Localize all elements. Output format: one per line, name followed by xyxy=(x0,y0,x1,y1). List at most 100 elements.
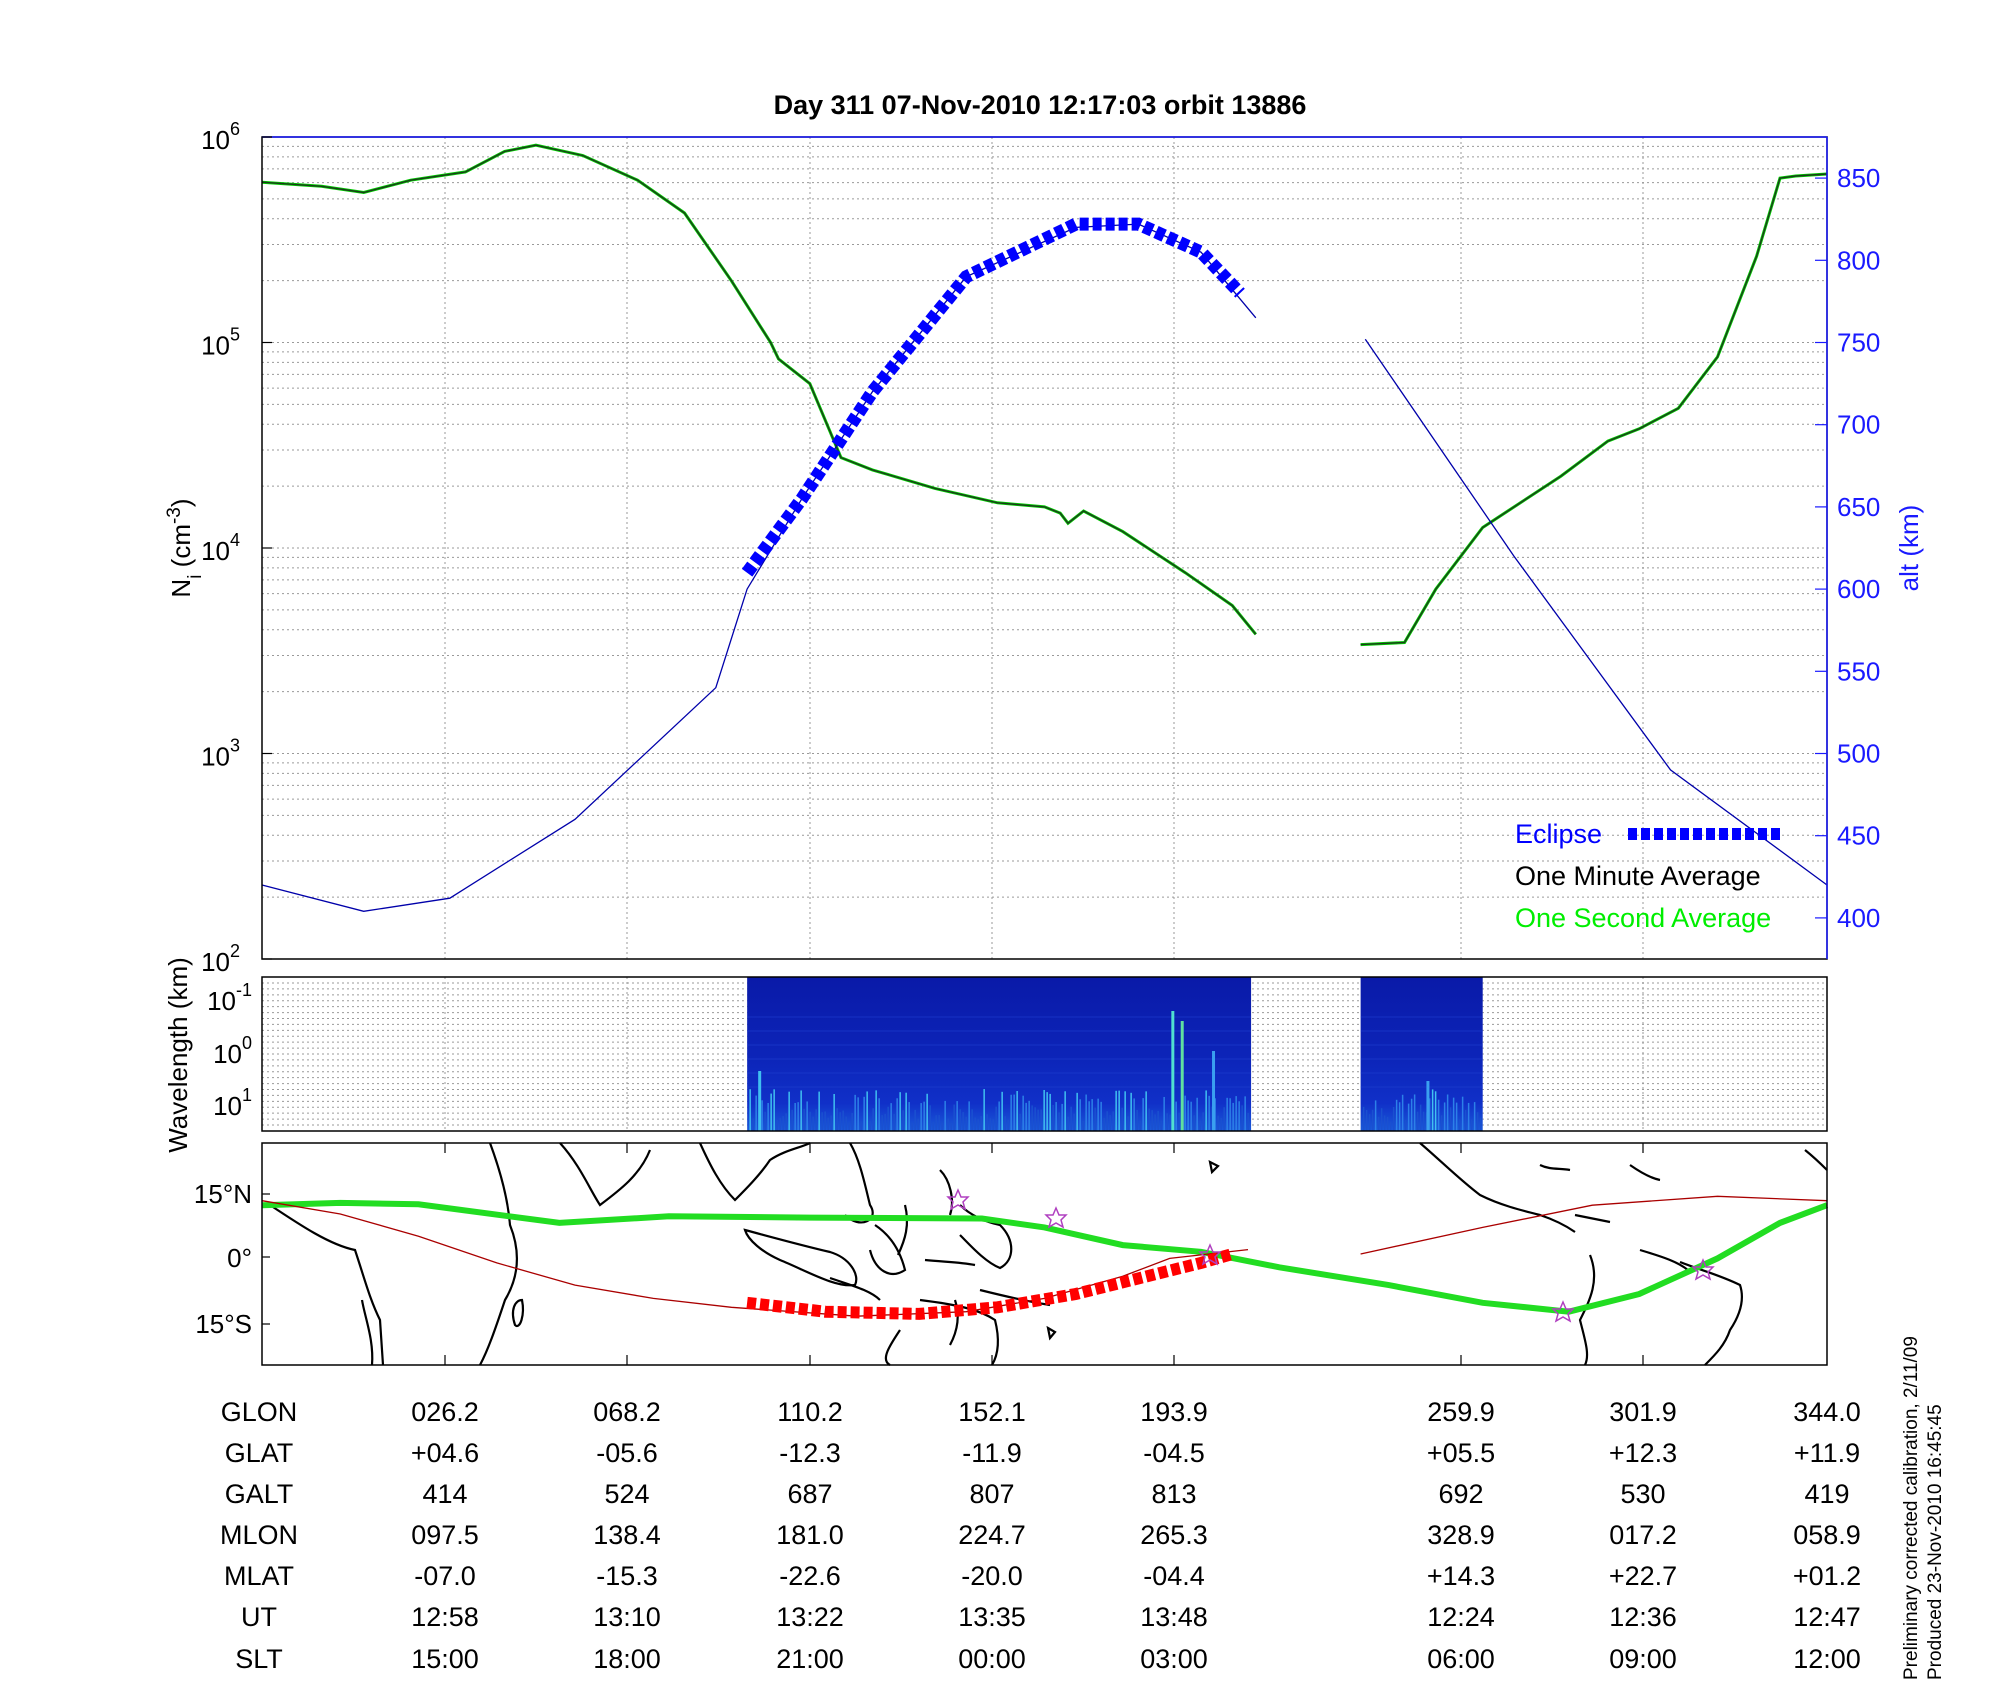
table-cell: 265.3 xyxy=(1140,1520,1208,1550)
map-tick-15n: 15°N xyxy=(194,1179,252,1209)
table-cell: -04.5 xyxy=(1143,1438,1205,1468)
table-cell: 152.1 xyxy=(958,1397,1026,1427)
spectrogram-y-label: Wavelength (km) xyxy=(163,957,193,1153)
table-cell: -15.3 xyxy=(596,1561,658,1591)
table-cell: 017.2 xyxy=(1609,1520,1677,1550)
density-data xyxy=(261,143,1828,912)
density-panel: 102 103 104 105 106 400 450 500 550 600 650 700 750… xyxy=(164,119,1925,977)
table-cell: 058.9 xyxy=(1793,1520,1861,1550)
table-cell: 12:47 xyxy=(1793,1602,1861,1632)
spectrogram-panel: 10-1 100 101 Wavelength (km) xyxy=(163,957,1828,1153)
legend-entry: Eclipse xyxy=(1515,819,1602,849)
table-row-label: GALT xyxy=(225,1479,294,1509)
table-cell: 328.9 xyxy=(1427,1520,1495,1550)
table-cell: 259.9 xyxy=(1427,1397,1495,1427)
table-cell: 026.2 xyxy=(411,1397,479,1427)
table-cell: 110.2 xyxy=(777,1397,843,1427)
table-cell: 224.7 xyxy=(958,1520,1026,1550)
spectrogram-y-ticks: 10-1 100 101 xyxy=(207,980,252,1121)
station-markers xyxy=(946,1188,1715,1323)
table-cell: 687 xyxy=(787,1479,832,1509)
altitude-tick-label: 550 xyxy=(1837,656,1880,686)
table-cell: +01.2 xyxy=(1793,1561,1861,1591)
table-cell: 18:00 xyxy=(593,1644,661,1674)
altitude-tick-label: 800 xyxy=(1837,245,1880,275)
table-cell: +05.5 xyxy=(1427,1438,1495,1468)
altitude-tick-label: 400 xyxy=(1837,903,1880,933)
table-cell: -12.3 xyxy=(779,1438,841,1468)
altitude-tick-label: 750 xyxy=(1837,328,1880,358)
density-y-ticks: 102 103 104 105 106 xyxy=(201,119,272,977)
altitude-y-ticks: 400 450 500 550 600 650 700 750 800 850 xyxy=(1815,163,1880,933)
table-cell: -07.0 xyxy=(414,1561,476,1591)
table-cell: 807 xyxy=(969,1479,1014,1509)
table-cell: 530 xyxy=(1620,1479,1665,1509)
table-cell: +11.9 xyxy=(1794,1438,1860,1468)
table-cell: 692 xyxy=(1438,1479,1483,1509)
footer-line-2: Produced 23-Nov-2010 16:45:45 xyxy=(1925,1404,1946,1680)
table-cell: 13:35 xyxy=(958,1602,1026,1632)
legend-entry: One Minute Average xyxy=(1515,861,1761,891)
table-cell: 12:58 xyxy=(411,1602,479,1632)
table-cell: 813 xyxy=(1151,1479,1196,1509)
table-cell: 068.2 xyxy=(593,1397,661,1427)
table-cell: -22.6 xyxy=(779,1561,841,1591)
table-cell: +14.3 xyxy=(1427,1561,1495,1591)
table-cell: 414 xyxy=(422,1479,467,1509)
spectrogram-tick-label: 101 xyxy=(213,1085,252,1121)
altitude-y-label: alt (km) xyxy=(1894,505,1924,592)
one-minute-average-line xyxy=(1360,173,1828,646)
map-track-line xyxy=(261,1199,1829,1315)
table-cell: -11.9 xyxy=(962,1438,1022,1468)
density-tick-label: 105 xyxy=(201,325,240,361)
table-cell: -20.0 xyxy=(961,1561,1023,1591)
table-cell: 00:00 xyxy=(958,1644,1026,1674)
spectrogram-grid xyxy=(262,977,1827,1131)
altitude-tick-label: 500 xyxy=(1837,739,1880,769)
map-tick-0: 0° xyxy=(227,1243,252,1273)
table-cell: 15:00 xyxy=(411,1644,479,1674)
table-cell: +22.7 xyxy=(1609,1561,1677,1591)
table-cell: 21:00 xyxy=(776,1644,844,1674)
orbit-table: GLON GLAT GALT MLON MLAT UT SLT 026.2 +04.6 414 09… xyxy=(220,1397,1861,1674)
legend-entry: One Second Average xyxy=(1515,903,1771,933)
map-tracks xyxy=(261,1143,1829,1365)
table-cell: 193.9 xyxy=(1140,1397,1208,1427)
table-cell: 12:36 xyxy=(1609,1602,1677,1632)
table-cell: 13:48 xyxy=(1140,1602,1208,1632)
altitude-line xyxy=(1364,338,1828,886)
density-grid xyxy=(262,137,1827,960)
table-cell: 09:00 xyxy=(1609,1644,1677,1674)
table-cell: 419 xyxy=(1804,1479,1849,1509)
altitude-tick-label: 450 xyxy=(1837,821,1880,851)
map-panel: 15°N 0° 15°S xyxy=(194,1142,1829,1366)
table-cell: 138.4 xyxy=(593,1520,661,1550)
spectrogram-blocks xyxy=(747,977,1483,1131)
table-cell: +12.3 xyxy=(1609,1438,1677,1468)
table-cell: 12:24 xyxy=(1427,1602,1495,1632)
table-cell: 06:00 xyxy=(1427,1644,1495,1674)
density-tick-label: 106 xyxy=(201,119,240,155)
altitude-tick-label: 650 xyxy=(1837,492,1880,522)
table-row-label: UT xyxy=(241,1602,277,1632)
table-cell: 301.9 xyxy=(1609,1397,1677,1427)
table-cell: 13:10 xyxy=(593,1602,661,1632)
eclipse-line xyxy=(741,217,1245,577)
table-row-label: GLON xyxy=(221,1397,298,1427)
altitude-tick-label: 850 xyxy=(1837,163,1880,193)
altitude-tick-label: 700 xyxy=(1837,410,1880,440)
table-cell: 12:00 xyxy=(1793,1644,1861,1674)
table-row-label: SLT xyxy=(235,1644,283,1674)
map-track-line xyxy=(1360,1195,1828,1255)
table-cell: 344.0 xyxy=(1793,1397,1861,1427)
map-track-line xyxy=(746,1248,1234,1320)
spectrogram-block xyxy=(1360,977,1483,1131)
map-tick-15s: 15°S xyxy=(195,1309,252,1339)
table-cell: -04.4 xyxy=(1143,1561,1205,1591)
density-tick-label: 103 xyxy=(201,736,240,772)
table-cell: 181.0 xyxy=(776,1520,844,1550)
table-cell: 097.5 xyxy=(411,1520,479,1550)
map-y-ticks: 15°N 0° 15°S xyxy=(194,1179,270,1339)
density-tick-label: 104 xyxy=(201,530,240,566)
